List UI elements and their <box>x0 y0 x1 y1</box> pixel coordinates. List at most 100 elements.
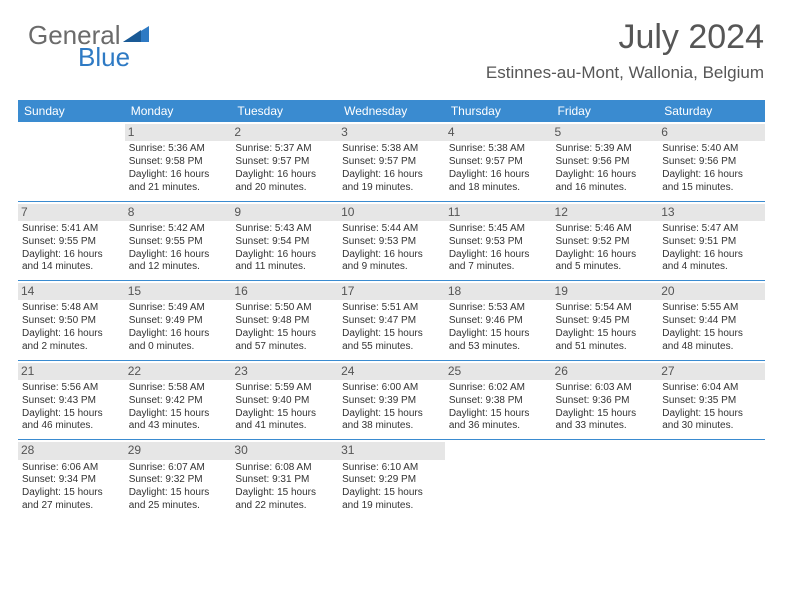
day-number: 22 <box>125 363 232 380</box>
daylight-text: Daylight: 15 hours <box>22 487 121 500</box>
daylight-text: Daylight: 16 hours <box>22 249 121 262</box>
daylight-text: Daylight: 16 hours <box>22 328 121 341</box>
calendar-day-cell: 5Sunrise: 5:39 AMSunset: 9:56 PMDaylight… <box>552 122 659 201</box>
daylight-text: and 0 minutes. <box>129 341 228 354</box>
day-header: Sunday <box>18 100 125 122</box>
sunrise-text: Sunrise: 6:07 AM <box>129 462 228 475</box>
day-number: 24 <box>338 363 445 380</box>
day-number: 29 <box>125 442 232 459</box>
sunrise-text: Sunrise: 5:42 AM <box>129 223 228 236</box>
location-subtitle: Estinnes-au-Mont, Wallonia, Belgium <box>486 63 764 83</box>
sunrise-text: Sunrise: 6:03 AM <box>556 382 655 395</box>
day-number: 2 <box>231 124 338 141</box>
sunset-text: Sunset: 9:50 PM <box>22 315 121 328</box>
daylight-text: Daylight: 15 hours <box>449 328 548 341</box>
sunset-text: Sunset: 9:38 PM <box>449 395 548 408</box>
sunset-text: Sunset: 9:40 PM <box>235 395 334 408</box>
sunrise-text: Sunrise: 5:47 AM <box>662 223 761 236</box>
daylight-text: Daylight: 16 hours <box>129 249 228 262</box>
day-number: 6 <box>658 124 765 141</box>
sunset-text: Sunset: 9:55 PM <box>22 236 121 249</box>
daylight-text: and 43 minutes. <box>129 420 228 433</box>
daylight-text: Daylight: 15 hours <box>662 328 761 341</box>
daylight-text: Daylight: 16 hours <box>342 249 441 262</box>
day-header: Monday <box>125 100 232 122</box>
calendar-day-cell: 23Sunrise: 5:59 AMSunset: 9:40 PMDayligh… <box>231 360 338 440</box>
sunrise-text: Sunrise: 5:44 AM <box>342 223 441 236</box>
sunrise-text: Sunrise: 5:49 AM <box>129 302 228 315</box>
month-title: July 2024 <box>486 18 764 57</box>
daylight-text: Daylight: 15 hours <box>556 328 655 341</box>
sunrise-text: Sunrise: 6:02 AM <box>449 382 548 395</box>
sunrise-text: Sunrise: 5:55 AM <box>662 302 761 315</box>
calendar-day-cell: 31Sunrise: 6:10 AMSunset: 9:29 PMDayligh… <box>338 439 445 519</box>
day-header: Tuesday <box>231 100 338 122</box>
sunrise-text: Sunrise: 6:08 AM <box>235 462 334 475</box>
daylight-text: and 51 minutes. <box>556 341 655 354</box>
sunrise-text: Sunrise: 5:40 AM <box>662 143 761 156</box>
daylight-text: and 11 minutes. <box>235 261 334 274</box>
daylight-text: Daylight: 16 hours <box>556 169 655 182</box>
calendar-day-cell: 9Sunrise: 5:43 AMSunset: 9:54 PMDaylight… <box>231 201 338 281</box>
sunset-text: Sunset: 9:46 PM <box>449 315 548 328</box>
day-number: 11 <box>445 204 552 221</box>
daylight-text: Daylight: 15 hours <box>342 487 441 500</box>
title-block: July 2024 Estinnes-au-Mont, Wallonia, Be… <box>486 18 764 83</box>
day-number: 25 <box>445 363 552 380</box>
sunset-text: Sunset: 9:56 PM <box>662 156 761 169</box>
daylight-text: and 41 minutes. <box>235 420 334 433</box>
calendar-day-cell: 15Sunrise: 5:49 AMSunset: 9:49 PMDayligh… <box>125 280 232 360</box>
daylight-text: and 12 minutes. <box>129 261 228 274</box>
sunrise-text: Sunrise: 5:51 AM <box>342 302 441 315</box>
sunset-text: Sunset: 9:45 PM <box>556 315 655 328</box>
day-number: 20 <box>658 283 765 300</box>
day-number: 9 <box>231 204 338 221</box>
daylight-text: Daylight: 15 hours <box>662 408 761 421</box>
calendar-blank-cell <box>18 122 125 201</box>
calendar-day-cell: 10Sunrise: 5:44 AMSunset: 9:53 PMDayligh… <box>338 201 445 281</box>
calendar-day-cell: 29Sunrise: 6:07 AMSunset: 9:32 PMDayligh… <box>125 439 232 519</box>
calendar-day-cell: 8Sunrise: 5:42 AMSunset: 9:55 PMDaylight… <box>125 201 232 281</box>
daylight-text: and 36 minutes. <box>449 420 548 433</box>
day-number: 19 <box>552 283 659 300</box>
calendar-week: 21Sunrise: 5:56 AMSunset: 9:43 PMDayligh… <box>18 360 765 440</box>
calendar-week: 14Sunrise: 5:48 AMSunset: 9:50 PMDayligh… <box>18 280 765 360</box>
sunset-text: Sunset: 9:54 PM <box>235 236 334 249</box>
day-number: 4 <box>445 124 552 141</box>
daylight-text: and 9 minutes. <box>342 261 441 274</box>
day-number: 14 <box>18 283 125 300</box>
daylight-text: Daylight: 16 hours <box>129 169 228 182</box>
day-header: Saturday <box>658 100 765 122</box>
daylight-text: and 15 minutes. <box>662 182 761 195</box>
day-number: 8 <box>125 204 232 221</box>
sunrise-text: Sunrise: 5:48 AM <box>22 302 121 315</box>
logo: General Blue <box>28 22 149 70</box>
day-number: 7 <box>18 204 125 221</box>
daylight-text: Daylight: 15 hours <box>235 328 334 341</box>
sunset-text: Sunset: 9:39 PM <box>342 395 441 408</box>
calendar-day-cell: 18Sunrise: 5:53 AMSunset: 9:46 PMDayligh… <box>445 280 552 360</box>
daylight-text: Daylight: 15 hours <box>235 487 334 500</box>
calendar-table: SundayMondayTuesdayWednesdayThursdayFrid… <box>18 100 765 519</box>
daylight-text: and 38 minutes. <box>342 420 441 433</box>
calendar-week: 7Sunrise: 5:41 AMSunset: 9:55 PMDaylight… <box>18 201 765 281</box>
sunrise-text: Sunrise: 5:41 AM <box>22 223 121 236</box>
day-number: 21 <box>18 363 125 380</box>
sunrise-text: Sunrise: 6:10 AM <box>342 462 441 475</box>
daylight-text: and 7 minutes. <box>449 261 548 274</box>
sunset-text: Sunset: 9:42 PM <box>129 395 228 408</box>
day-number: 13 <box>658 204 765 221</box>
daylight-text: and 53 minutes. <box>449 341 548 354</box>
daylight-text: and 19 minutes. <box>342 182 441 195</box>
calendar-day-cell: 12Sunrise: 5:46 AMSunset: 9:52 PMDayligh… <box>552 201 659 281</box>
daylight-text: Daylight: 15 hours <box>449 408 548 421</box>
calendar-day-cell: 4Sunrise: 5:38 AMSunset: 9:57 PMDaylight… <box>445 122 552 201</box>
day-number: 12 <box>552 204 659 221</box>
day-number: 16 <box>231 283 338 300</box>
calendar-day-cell: 14 Sunrise: 5:48 AMSunset: 9:50 PMDayligh… <box>18 280 125 360</box>
calendar-day-cell: 27Sunrise: 6:04 AMSunset: 9:35 PMDayligh… <box>658 360 765 440</box>
daylight-text: Daylight: 16 hours <box>235 169 334 182</box>
sunset-text: Sunset: 9:35 PM <box>662 395 761 408</box>
day-number: 10 <box>338 204 445 221</box>
daylight-text: Daylight: 16 hours <box>662 249 761 262</box>
